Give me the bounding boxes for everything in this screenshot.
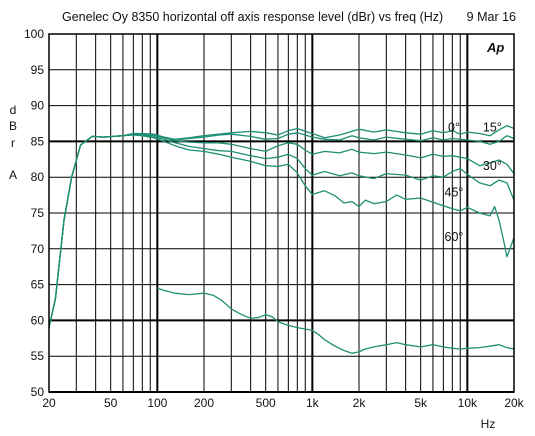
chart-title: Genelec Oy 8350 horizontal off axis resp… [62,10,443,24]
ap-logo: Ap [486,40,504,55]
x-tick-label: 500 [256,396,276,410]
annotations: 0° 15° 30° 45° 60° [445,120,502,244]
x-tick-label: 2k [353,396,367,410]
y-tick-label: 70 [31,242,45,256]
x-tick-label: 1k [306,396,320,410]
y-tick-label: 65 [31,278,45,292]
plot-frame [48,33,515,393]
x-tick-label: 10k [458,396,478,410]
plot-grid [48,33,515,393]
x-axis-ticks: 20 50 100 200 500 1k 2k 5k 10k 20k [42,396,524,410]
series-line [48,134,515,328]
x-tick-label: 100 [147,396,167,410]
y-axis-label-letter: B [9,119,17,133]
x-axis-label: Hz [481,417,496,431]
y-axis-ticks: 100 95 90 85 80 75 70 65 60 55 50 [24,27,44,399]
y-tick-label: 100 [24,27,44,41]
x-tick-label: 5k [414,396,428,410]
y-tick-label: 60 [31,313,45,327]
y-tick-label: 50 [31,385,45,399]
y-tick-label: 90 [31,99,45,113]
angle-annotation: 45° [445,186,464,200]
y-tick-label: 95 [31,63,45,77]
y-axis-label-letter: A [9,168,17,182]
y-tick-label: 55 [31,349,45,363]
x-tick-label: 50 [104,396,118,410]
y-tick-label: 80 [31,170,45,184]
y-tick-label: 85 [31,134,45,148]
angle-annotation: 30° [483,159,502,173]
y-tick-label: 75 [31,206,45,220]
x-tick-label: 20 [42,396,56,410]
y-axis-label-letter: d [10,103,17,117]
x-tick-label: 20k [504,396,524,410]
y-axis-label-letter: r [11,136,15,150]
y-axis-label: dBr A [9,103,17,182]
x-tick-label: 200 [194,396,214,410]
angle-annotation: 0° [448,120,460,134]
series-group [48,124,515,354]
series-line [157,287,515,354]
angle-annotation: 15° [483,120,502,134]
chart-date: 9 Mar 16 [467,10,516,24]
angle-annotation: 60° [445,230,464,244]
